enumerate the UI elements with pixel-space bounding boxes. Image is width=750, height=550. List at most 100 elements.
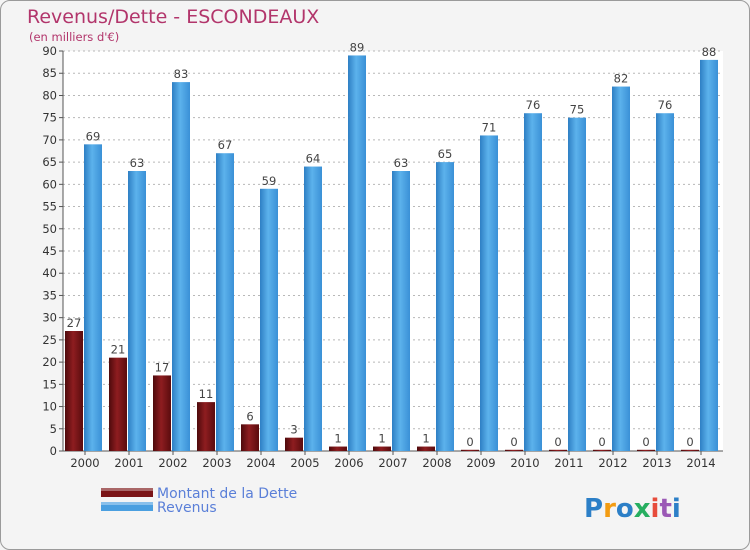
debt-value-label: 1: [378, 432, 385, 446]
x-tick-label: 2014: [686, 456, 715, 470]
revenue-value-label: 69: [86, 129, 101, 143]
debt-value-label: 6: [246, 409, 253, 423]
x-tick-label: 2002: [158, 456, 187, 470]
debt-bar: [373, 446, 391, 451]
debt-value-label: 27: [67, 316, 82, 330]
x-tick-label: 2006: [334, 456, 363, 470]
proxiti-logo-text: Proxiti: [584, 494, 681, 524]
revenue-value-label: 64: [306, 152, 321, 166]
revenue-value-label: 63: [130, 156, 145, 170]
logo-letter: x: [634, 494, 651, 524]
y-tick-label: 90: [42, 44, 57, 58]
revenue-bar: [700, 59, 718, 452]
y-tick-label: 45: [42, 244, 57, 258]
debt-value-label: 1: [334, 432, 341, 446]
revenue-value-label: 71: [482, 120, 497, 134]
debt-bar: [593, 449, 611, 451]
debt-value-label: 0: [642, 435, 649, 449]
y-tick-label: 75: [42, 111, 57, 125]
logo-letter: i: [651, 494, 660, 524]
debt-value-label: 3: [290, 423, 297, 437]
revenue-value-label: 89: [350, 40, 365, 54]
debt-bar: [549, 449, 567, 451]
y-tick-label: 65: [42, 155, 57, 169]
x-tick-label: 2011: [554, 456, 583, 470]
x-tick-label: 2008: [422, 456, 451, 470]
revenue-bar: [216, 153, 234, 451]
y-tick-label: 85: [42, 66, 57, 80]
revenue-bar: [304, 166, 322, 452]
legend-swatch-highlight: [101, 488, 153, 491]
y-tick-label: 30: [42, 311, 57, 325]
logo-letter: t: [659, 494, 671, 524]
debt-bar: [329, 446, 347, 451]
x-tick-label: 2007: [378, 456, 407, 470]
debt-bar: [197, 402, 215, 451]
revenue-value-label: 76: [658, 98, 673, 112]
debt-bar: [417, 446, 435, 451]
logo-letter: r: [603, 494, 616, 524]
revenue-bar: [568, 117, 586, 452]
bars: 2769216317831167659364189163165071076075…: [65, 40, 718, 452]
y-tick-label: 10: [42, 400, 57, 414]
x-tick-label: 2013: [642, 456, 671, 470]
debt-bar: [461, 449, 479, 451]
debt-value-label: 0: [598, 435, 605, 449]
revenue-bar: [480, 135, 498, 451]
revenue-bar: [392, 171, 410, 451]
y-tick-label: 40: [42, 266, 57, 280]
revenue-bar: [128, 171, 146, 451]
revenue-value-label: 76: [526, 98, 541, 112]
y-tick-label: 5: [50, 422, 57, 436]
x-tick-label: 2003: [202, 456, 231, 470]
debt-bar: [637, 449, 655, 451]
y-tick-label: 15: [42, 377, 57, 391]
revenue-bar: [612, 86, 630, 452]
debt-bar: [241, 424, 259, 451]
x-tick-label: 2009: [466, 456, 495, 470]
revenue-value-label: 75: [570, 103, 585, 117]
debt-bar: [65, 331, 83, 451]
x-tick-label: 2004: [246, 456, 275, 470]
y-tick-label: 80: [42, 88, 57, 102]
debt-bar: [505, 449, 523, 451]
debt-value-label: 1: [422, 432, 429, 446]
y-tick-label: 50: [42, 222, 57, 236]
x-tick-label: 2010: [510, 456, 539, 470]
debt-value-label: 17: [155, 360, 170, 374]
legend-swatch-highlight: [101, 502, 153, 505]
x-tick-label: 2005: [290, 456, 319, 470]
debt-value-label: 21: [111, 343, 126, 357]
x-tick-label: 2000: [70, 456, 99, 470]
y-tick-label: 60: [42, 177, 57, 191]
revenue-bar: [84, 144, 102, 452]
logo-letter: o: [616, 494, 634, 524]
logo-letter: P: [584, 494, 603, 524]
revenue-bar: [524, 113, 542, 451]
y-tick-label: 25: [42, 333, 57, 347]
revenue-value-label: 65: [438, 147, 453, 161]
debt-bar: [153, 375, 171, 451]
revenue-bar: [260, 188, 278, 451]
x-tick-label: 2001: [114, 456, 143, 470]
legend-swatch: [101, 488, 153, 497]
y-tick-label: 0: [50, 444, 57, 458]
debt-bar: [285, 437, 303, 451]
revenue-bar: [656, 113, 674, 451]
proxiti-logo: Proxiti: [584, 494, 681, 524]
x-tick-label: 2012: [598, 456, 627, 470]
debt-value-label: 11: [199, 387, 214, 401]
y-tick-label: 70: [42, 133, 57, 147]
revenue-value-label: 67: [218, 138, 233, 152]
y-tick-label: 55: [42, 200, 57, 214]
debt-bar: [109, 357, 127, 451]
revenue-value-label: 83: [174, 67, 189, 81]
revenue-bar: [172, 82, 190, 451]
legend-label: Revenus: [157, 500, 217, 516]
logo-letter: i: [672, 494, 681, 524]
revenue-bar: [348, 55, 366, 451]
debt-value-label: 0: [510, 435, 517, 449]
x-axis: 2000 2001 2002 2003 2004 2005 2006 2007 2008 2009…: [70, 451, 716, 470]
